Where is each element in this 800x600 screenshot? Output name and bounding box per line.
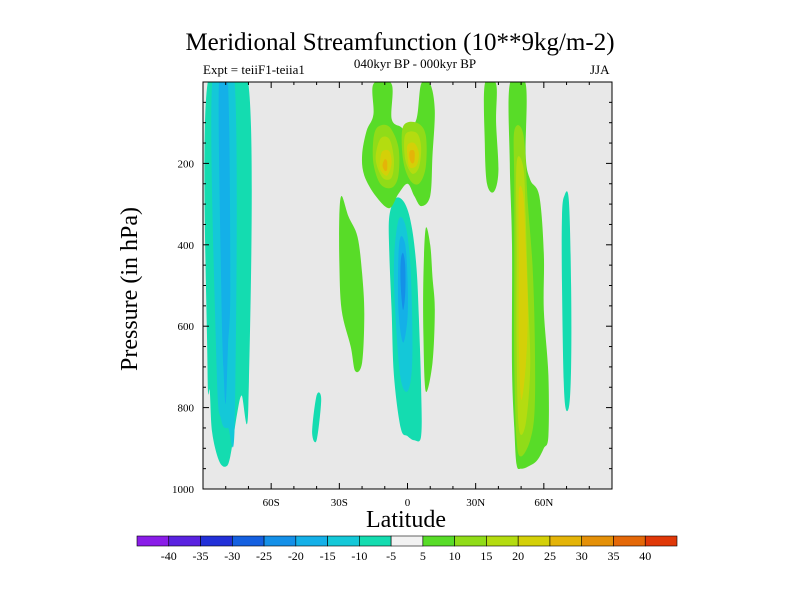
experiment-label: Expt = teiiF1-teiia1 xyxy=(203,62,305,77)
contour-region-northern-high-latitude-negative xyxy=(561,191,572,412)
plot-area xyxy=(203,82,612,489)
x-tick-label: 30S xyxy=(331,497,348,509)
contour-region-southern-subtropical-positive xyxy=(339,196,365,373)
colorbar-box xyxy=(422,535,455,547)
x-tick-label: 60N xyxy=(534,497,553,509)
contour-region-northern-midlatitude-positive-20 xyxy=(518,185,528,400)
colorbar-box xyxy=(644,535,678,547)
y-tick-label: 1000 xyxy=(172,484,195,496)
colorbar-box xyxy=(486,535,519,547)
colorbar-label: 25 xyxy=(544,549,556,563)
colorbar-box xyxy=(549,535,583,547)
contour-region-southern-negative-band-core xyxy=(218,82,231,404)
x-tick-label: 0 xyxy=(405,497,411,509)
colorbar-label: -40 xyxy=(161,549,177,563)
colorbar-label: 5 xyxy=(420,549,426,563)
y-tick-label: 600 xyxy=(178,321,195,333)
contour-fills xyxy=(204,82,572,470)
colorbar-box xyxy=(263,535,297,547)
colorbar-label: -30 xyxy=(224,549,240,563)
colorbar-label: 40 xyxy=(639,549,651,563)
contour-region-equatorial-negative-center xyxy=(400,252,406,311)
colorbar: -40 -35 -30 -25 -20 -15 -10 -5 5 10 15 20 25 30 35 40 xyxy=(136,535,678,563)
colorbar-box xyxy=(613,535,646,547)
contour-region-northern-subtropical-positive-west xyxy=(423,227,435,393)
colorbar-box xyxy=(168,535,201,547)
x-tick-label: 60S xyxy=(263,497,280,509)
colorbar-label: 30 xyxy=(576,549,588,563)
colorbar-label: -20 xyxy=(288,549,304,563)
x-axis-label: Latitude xyxy=(366,507,446,533)
colorbar-label: 20 xyxy=(512,549,524,563)
colorbar-label: -35 xyxy=(193,549,209,563)
y-tick-label: 400 xyxy=(178,240,195,252)
colorbar-label: -15 xyxy=(320,549,336,563)
colorbar-label: 15 xyxy=(480,549,492,563)
y-axis-label: Pressure (in hPa) xyxy=(117,207,143,371)
colorbar-label: -25 xyxy=(256,549,272,563)
colorbar-box xyxy=(517,535,551,547)
y-tick-label: 800 xyxy=(178,403,195,415)
x-tick-label: 30N xyxy=(466,497,485,509)
colorbar-box xyxy=(295,535,328,547)
axes: 60S 30S 0 30N 60N 200 400 600 800 1000 xyxy=(172,81,613,509)
contour-region-upper-tropical-positive-25-east xyxy=(409,150,415,164)
contour-region-southern-small-negative xyxy=(312,392,322,443)
period-label: 040kyr BP - 000kyr BP xyxy=(353,56,477,71)
colorbar-label: 35 xyxy=(607,549,619,563)
colorbar-box xyxy=(327,535,360,547)
colorbar-box xyxy=(136,535,170,547)
y-tick-label: 200 xyxy=(178,158,195,170)
colorbar-box xyxy=(231,535,265,547)
season-label: JJA xyxy=(590,62,610,77)
colorbar-label: -10 xyxy=(351,549,367,563)
colorbar-box xyxy=(359,535,392,547)
colorbar-label: -5 xyxy=(386,549,396,563)
colorbar-box xyxy=(454,535,487,547)
colorbar-box xyxy=(200,535,233,547)
colorbar-label: 10 xyxy=(449,549,461,563)
chart-title: Meridional Streamfunction (10**9kg/m-2) xyxy=(185,29,615,56)
colorbar-box xyxy=(581,535,614,547)
colorbar-box xyxy=(390,535,424,547)
contour-region-northern-upper-positive xyxy=(483,82,499,193)
contour-region-upper-tropical-positive-25-west xyxy=(382,159,388,172)
